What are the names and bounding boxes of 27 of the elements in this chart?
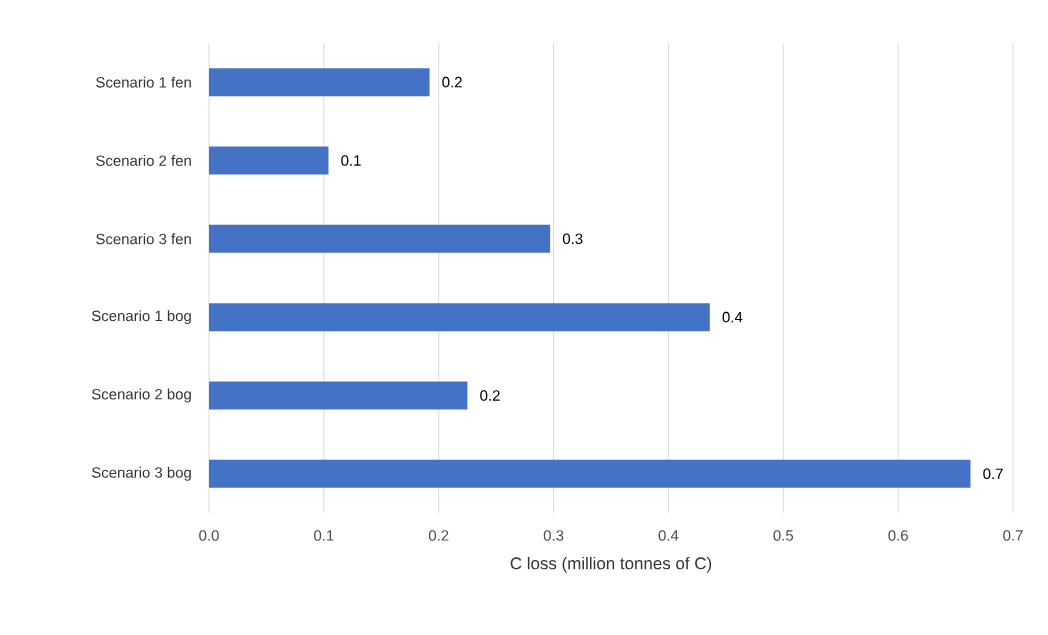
bar	[209, 224, 551, 253]
y-tick-label: Scenario 2 bog	[91, 388, 191, 403]
y-tick-label: Scenario 1 fen	[96, 76, 191, 88]
data-label: 0.2	[480, 390, 500, 401]
y-tick-label: Scenario 2 fen	[96, 155, 191, 166]
x-tick-label: 0.6	[888, 530, 908, 541]
x-tick-label: 0.3	[543, 530, 564, 541]
data-label: 0.3	[562, 233, 583, 245]
x-tick-label: 0.0	[199, 530, 219, 541]
data-label: 0.4	[722, 311, 743, 323]
data-label: 0.7	[983, 468, 1003, 480]
bar	[209, 303, 710, 332]
bar	[209, 68, 430, 97]
bar	[209, 146, 329, 175]
x-tick-label: 0.5	[773, 530, 794, 541]
x-axis-title: C loss (million tonnes of C)	[510, 556, 712, 573]
y-tick-label: Scenario 1 bog	[91, 310, 191, 325]
data-label: 0.2	[442, 76, 462, 88]
bar	[209, 381, 468, 410]
y-tick-label: Scenario 3 fen	[96, 233, 191, 245]
x-tick-label: 0.7	[1003, 530, 1023, 541]
x-tick-label: 0.1	[314, 530, 334, 541]
x-tick-label: 0.2	[428, 530, 449, 541]
x-tick-label: 0.4	[658, 530, 679, 541]
data-label: 0.1	[341, 155, 361, 166]
y-tick-label: Scenario 3 bog	[91, 466, 191, 481]
bar	[209, 459, 971, 488]
